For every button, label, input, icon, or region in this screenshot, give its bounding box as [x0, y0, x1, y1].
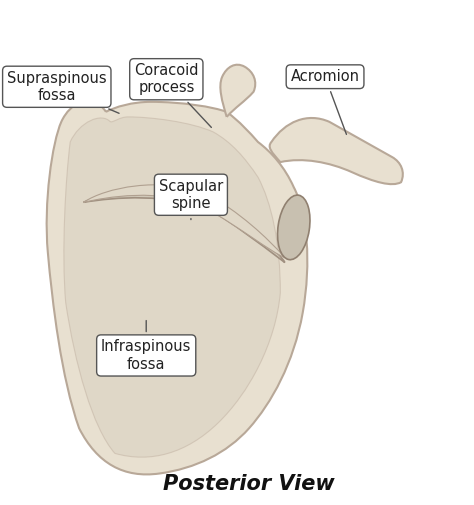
PathPatch shape	[270, 118, 403, 184]
Text: Coracoid
process: Coracoid process	[134, 63, 211, 127]
PathPatch shape	[83, 193, 285, 263]
PathPatch shape	[83, 185, 285, 258]
PathPatch shape	[64, 117, 280, 457]
Text: Infraspinous
fossa: Infraspinous fossa	[101, 321, 191, 372]
PathPatch shape	[220, 65, 255, 117]
Text: Supraspinous
fossa: Supraspinous fossa	[7, 71, 119, 113]
Text: Posterior View: Posterior View	[163, 474, 335, 493]
Text: Acromion: Acromion	[291, 69, 360, 134]
Ellipse shape	[278, 195, 310, 260]
PathPatch shape	[46, 101, 307, 474]
Text: Scapular
spine: Scapular spine	[159, 179, 223, 220]
